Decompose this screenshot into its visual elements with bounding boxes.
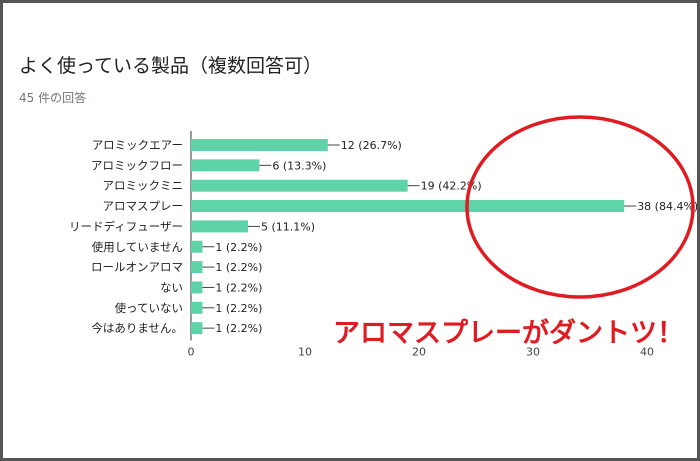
value-label: 12 (26.7%) — [341, 139, 402, 152]
category-label: 使用していません — [92, 240, 183, 254]
annotation-text: アロマスプレーがダントツ！ — [333, 317, 684, 349]
value-label: 38 (84.4%) — [637, 200, 698, 213]
value-label: 5 (11.1%) — [261, 220, 315, 233]
category-label: 今はありません。 — [91, 321, 183, 335]
x-tick-label: 10 — [298, 345, 312, 358]
value-label: 1 (2.2%) — [215, 322, 262, 335]
chart-title: よく使っている製品（複数回答可） — [19, 55, 323, 77]
value-label: 1 (2.2%) — [215, 241, 262, 254]
bar — [191, 240, 203, 253]
bar — [191, 301, 203, 314]
category-label: ない — [160, 280, 183, 294]
bar — [191, 159, 260, 172]
bar — [191, 261, 203, 274]
x-tick-label: 30 — [526, 345, 540, 358]
category-label: アロミックミニ — [103, 179, 184, 193]
category-label: 使っていない — [115, 301, 183, 315]
bar — [191, 220, 248, 233]
bars-layer: アロミックエアー 12 (26.7%) アロミックフロー 6 (13.3%) アロミック… — [69, 138, 698, 335]
bar — [191, 200, 625, 213]
x-tick-label: 20 — [412, 345, 426, 358]
highlight-circle — [465, 115, 695, 299]
value-label: 19 (42.2%) — [421, 180, 482, 193]
bar — [191, 179, 408, 192]
value-label: 6 (13.3%) — [272, 159, 326, 172]
category-label: アロマスプレー — [103, 199, 184, 213]
ticks-layer: 0 10 20 30 40 — [188, 345, 655, 358]
bar — [191, 322, 203, 335]
bar — [191, 281, 203, 294]
value-label: 1 (2.2%) — [215, 261, 262, 274]
x-tick-label: 0 — [188, 345, 195, 358]
x-tick-label: 40 — [640, 345, 654, 358]
category-label: アロミックエアー — [92, 138, 183, 152]
value-label: 1 (2.2%) — [215, 281, 262, 294]
category-label: リードディフューザー — [69, 219, 183, 233]
bar — [191, 139, 328, 151]
category-label: アロミックフロー — [91, 158, 183, 172]
value-label: 1 (2.2%) — [215, 302, 262, 315]
category-label: ロールオンアロマ — [91, 260, 183, 274]
response-count: 45 件の回答 — [19, 91, 87, 105]
